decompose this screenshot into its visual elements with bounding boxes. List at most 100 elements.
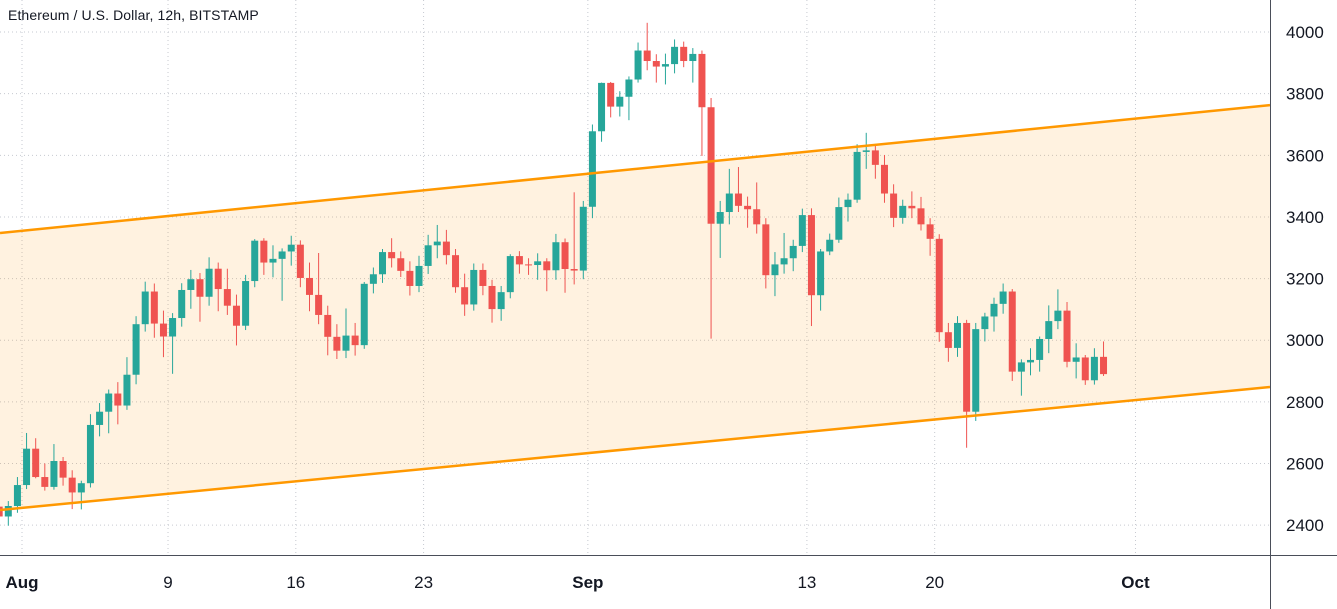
candle-body[interactable]	[698, 53, 706, 108]
candle-body[interactable]	[1036, 338, 1044, 360]
candle-body[interactable]	[744, 205, 752, 210]
candle-body[interactable]	[86, 424, 94, 484]
candle-body[interactable]	[990, 303, 998, 317]
candle-body[interactable]	[725, 193, 733, 213]
candle-body[interactable]	[598, 82, 606, 132]
candle-body[interactable]	[817, 251, 825, 296]
candle-body[interactable]	[77, 483, 85, 493]
candle-body[interactable]	[525, 264, 533, 266]
candle-body[interactable]	[707, 107, 715, 224]
candle-body[interactable]	[570, 269, 578, 271]
candle-body[interactable]	[187, 279, 195, 290]
candle-body[interactable]	[1017, 362, 1025, 372]
candle-body[interactable]	[333, 336, 341, 351]
candle-body[interactable]	[762, 224, 770, 276]
candle-body[interactable]	[798, 215, 806, 246]
candle-body[interactable]	[753, 209, 761, 225]
candle-body[interactable]	[588, 131, 596, 207]
candle-body[interactable]	[908, 205, 916, 209]
candle-body[interactable]	[935, 238, 943, 333]
candle-body[interactable]	[917, 208, 925, 225]
candle-body[interactable]	[452, 255, 460, 288]
candle-body[interactable]	[342, 335, 350, 351]
candle-body[interactable]	[269, 258, 277, 263]
candle-body[interactable]	[826, 239, 834, 252]
candle-body[interactable]	[552, 242, 560, 271]
candle-body[interactable]	[926, 224, 934, 239]
candle-body[interactable]	[616, 96, 624, 107]
candle-body[interactable]	[899, 205, 907, 218]
candle-body[interactable]	[807, 215, 815, 296]
candle-body[interactable]	[835, 207, 843, 240]
candle-body[interactable]	[671, 46, 679, 65]
candle-body[interactable]	[150, 291, 158, 324]
candle-body[interactable]	[652, 61, 660, 67]
candle-body[interactable]	[32, 448, 40, 478]
price-axis[interactable]: 4000 3800 3600 3400 3200 3000 2800 2600 2400	[1286, 23, 1324, 535]
candle-body[interactable]	[461, 287, 469, 305]
candle-body[interactable]	[59, 461, 67, 478]
candle-body[interactable]	[579, 206, 587, 271]
candle-body[interactable]	[205, 268, 213, 297]
candle-body[interactable]	[880, 164, 888, 194]
candle-body[interactable]	[844, 199, 852, 208]
candle-body[interactable]	[379, 252, 387, 275]
candle-body[interactable]	[1090, 356, 1098, 381]
candle-body[interactable]	[890, 193, 898, 218]
candle-body[interactable]	[853, 151, 861, 200]
candle-body[interactable]	[242, 281, 250, 326]
candle-body[interactable]	[232, 305, 240, 326]
candle-body[interactable]	[4, 506, 12, 517]
candle-body[interactable]	[1081, 357, 1089, 381]
candle-body[interactable]	[1045, 321, 1053, 339]
candle-body[interactable]	[506, 256, 514, 293]
candle-body[interactable]	[287, 244, 295, 252]
candle-body[interactable]	[871, 150, 879, 165]
candle-body[interactable]	[625, 79, 633, 97]
candle-body[interactable]	[415, 265, 423, 286]
candle-body[interactable]	[515, 256, 523, 265]
candle-body[interactable]	[999, 291, 1007, 304]
candles[interactable]	[0, 22, 1108, 526]
candle-body[interactable]	[862, 150, 870, 152]
candle-body[interactable]	[963, 322, 971, 412]
candle-body[interactable]	[734, 193, 742, 206]
candle-body[interactable]	[96, 411, 104, 425]
candle-body[interactable]	[360, 283, 368, 346]
candle-body[interactable]	[1100, 356, 1108, 375]
candle-body[interactable]	[251, 240, 259, 282]
candle-body[interactable]	[643, 50, 651, 62]
candle-body[interactable]	[260, 240, 268, 263]
candle-body[interactable]	[433, 241, 441, 246]
candle-body[interactable]	[278, 251, 286, 259]
channel-upper-line[interactable]	[0, 103, 1271, 235]
candle-body[interactable]	[296, 244, 304, 278]
candle-body[interactable]	[497, 292, 505, 310]
candle-body[interactable]	[680, 46, 688, 62]
candle-body[interactable]	[1054, 310, 1062, 322]
candle-body[interactable]	[561, 242, 569, 270]
candle-body[interactable]	[1063, 310, 1071, 362]
candle-body[interactable]	[397, 258, 405, 271]
candle-body[interactable]	[132, 324, 140, 375]
candle-body[interactable]	[607, 82, 615, 107]
candle-body[interactable]	[388, 252, 396, 259]
candle-body[interactable]	[1072, 357, 1080, 362]
candle-body[interactable]	[223, 289, 231, 306]
candle-body[interactable]	[488, 285, 496, 310]
candle-body[interactable]	[315, 294, 323, 315]
candle-body[interactable]	[68, 477, 76, 493]
candle-body[interactable]	[716, 212, 724, 224]
candle-body[interactable]	[689, 53, 697, 62]
candle-body[interactable]	[1008, 291, 1016, 372]
candle-body[interactable]	[214, 268, 222, 290]
candle-body[interactable]	[123, 374, 131, 406]
candle-body[interactable]	[661, 64, 669, 67]
candle-body[interactable]	[13, 485, 21, 507]
candle-body[interactable]	[105, 393, 113, 412]
candle-body[interactable]	[972, 329, 980, 412]
candle-body[interactable]	[351, 335, 359, 346]
candle-body[interactable]	[1027, 359, 1035, 363]
candle-body[interactable]	[634, 50, 642, 80]
candle-body[interactable]	[141, 291, 149, 325]
